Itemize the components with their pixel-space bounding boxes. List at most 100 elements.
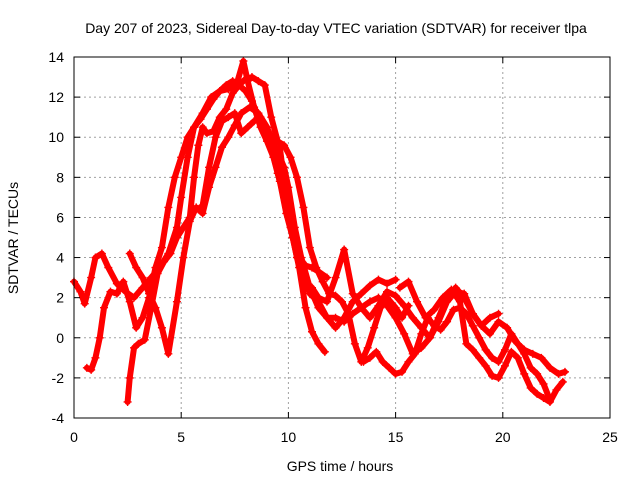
data-point: [348, 309, 357, 318]
data-point: [170, 173, 179, 182]
data-point: [123, 397, 132, 406]
data-point: [398, 367, 407, 376]
data-point: [314, 339, 323, 348]
data-point: [391, 275, 400, 284]
data-point: [374, 275, 383, 284]
data-point: [481, 345, 490, 354]
data-point: [97, 249, 106, 258]
data-point: [507, 347, 516, 356]
data-point: [269, 143, 278, 152]
y-tick-label: 4: [56, 250, 64, 266]
data-point: [513, 339, 522, 348]
data-point: [190, 173, 199, 182]
data-point: [423, 313, 432, 322]
data-point: [106, 287, 115, 296]
series-6: [194, 109, 329, 356]
data-point: [172, 297, 181, 306]
data-point: [533, 369, 542, 378]
data-point: [391, 369, 400, 378]
data-point: [357, 289, 366, 298]
data-point: [539, 379, 548, 388]
data-point: [87, 273, 96, 282]
data-point: [552, 385, 561, 394]
data-point: [348, 289, 357, 298]
data-point: [391, 291, 400, 300]
data-point: [430, 305, 439, 314]
data-point: [224, 113, 233, 122]
data-point: [533, 389, 542, 398]
data-point: [160, 257, 169, 266]
data-point: [243, 123, 252, 132]
data-point: [183, 133, 192, 142]
data-point: [228, 77, 237, 86]
data-point: [340, 317, 349, 326]
data-point: [172, 233, 181, 242]
data-point: [104, 263, 113, 272]
data-point: [224, 133, 233, 142]
x-tick-label: 20: [495, 429, 511, 445]
data-point: [391, 313, 400, 322]
data-point: [331, 323, 340, 332]
data-point: [554, 369, 563, 378]
data-point: [202, 105, 211, 114]
data-point: [138, 273, 147, 282]
y-tick-label: 8: [56, 169, 64, 185]
data-point: [558, 377, 567, 386]
data-point: [417, 329, 426, 338]
data-point: [385, 363, 394, 372]
data-point: [318, 277, 327, 286]
data-point: [494, 373, 503, 382]
data-point: [112, 289, 121, 298]
data-point: [260, 81, 269, 90]
data-point: [443, 317, 452, 326]
data-point: [475, 333, 484, 342]
data-point: [76, 287, 85, 296]
data-point: [383, 287, 392, 296]
data-point: [443, 297, 452, 306]
data-point: [215, 87, 224, 96]
data-point: [138, 313, 147, 322]
data-point: [185, 217, 194, 226]
plot-frame: [73, 56, 611, 419]
data-point: [462, 309, 471, 318]
y-tick-label: 2: [56, 290, 64, 306]
data-point: [365, 353, 374, 362]
series-8: [359, 303, 554, 404]
data-point: [132, 323, 141, 332]
data-point: [322, 313, 331, 322]
series-1: [70, 57, 331, 308]
data-point: [282, 203, 291, 212]
data-point: [434, 317, 443, 326]
data-point: [545, 363, 554, 372]
data-point: [198, 123, 207, 132]
data-point: [404, 357, 413, 366]
data-point: [196, 115, 205, 124]
data-point: [254, 77, 263, 86]
data-point: [475, 353, 484, 362]
data-point: [307, 327, 316, 336]
data-point: [125, 373, 134, 382]
x-tick-label: 0: [70, 429, 78, 445]
data-point: [322, 273, 331, 282]
data-point: [359, 357, 368, 366]
data-point: [241, 87, 250, 96]
data-point: [526, 363, 535, 372]
data-point: [237, 129, 246, 138]
data-point: [383, 279, 392, 288]
data-point: [322, 297, 331, 306]
data-point: [494, 309, 503, 318]
data-point: [503, 323, 512, 332]
y-tick-label: 12: [48, 89, 64, 105]
data-point: [537, 353, 546, 362]
data-point: [198, 209, 207, 218]
data-point: [222, 81, 231, 90]
data-point: [177, 153, 186, 162]
data-point: [331, 313, 340, 322]
data-point: [374, 301, 383, 310]
data-point: [528, 349, 537, 358]
data-point: [314, 293, 323, 302]
data-point: [400, 301, 409, 310]
data-point: [286, 153, 295, 162]
series-7: [395, 277, 567, 406]
y-tick-label: -4: [52, 410, 65, 426]
